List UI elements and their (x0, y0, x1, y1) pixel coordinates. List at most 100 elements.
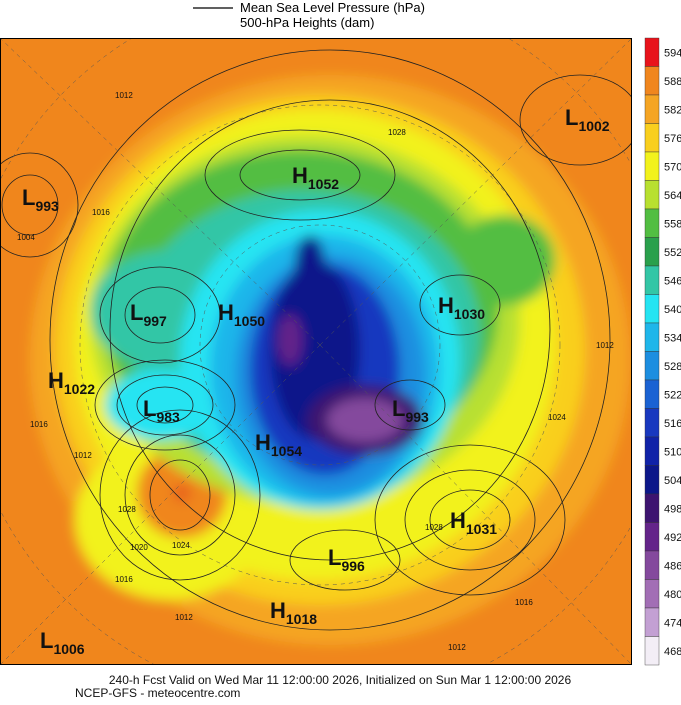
pressure-center: H1031 (450, 508, 497, 537)
colorbar-swatch (644, 550, 660, 580)
colorbar-label: 498 (664, 503, 681, 515)
pressure-center: H1030 (438, 293, 485, 322)
pressure-center: L997 (130, 300, 167, 329)
colorbar-swatch (644, 493, 660, 523)
height-fills (0, 38, 632, 665)
colorbar-swatch (644, 408, 660, 438)
contour-labels: 1012 1016 1004 1016 1012 1028 1020 1024 … (17, 91, 614, 652)
colorbar-swatch (644, 237, 660, 267)
colorbar-label: 582 (664, 104, 681, 116)
colorbar-swatch (644, 436, 660, 466)
colorbar-swatch (644, 636, 660, 666)
center-letter: H (255, 430, 271, 455)
colorbar-swatch (644, 294, 660, 324)
colorbar-label: 594 (664, 47, 681, 59)
pressure-center: L993 (392, 396, 429, 425)
colorbar-label: 486 (664, 560, 681, 572)
colorbar-label: 510 (664, 446, 681, 458)
legend-text: Mean Sea Level Pressure (hPa) (240, 0, 425, 15)
colorbar-swatch (644, 265, 660, 295)
center-pressure: 1052 (308, 176, 339, 192)
center-letter: H (438, 293, 454, 318)
center-pressure: 996 (341, 558, 365, 574)
colorbar-label: 588 (664, 76, 681, 88)
colorbar-swatch (644, 37, 660, 67)
contour-label: 1028 (388, 128, 406, 137)
center-pressure: 983 (156, 409, 180, 425)
center-letter: H (450, 508, 466, 533)
center-letter: L (328, 545, 341, 570)
contour-label: 1016 (515, 598, 533, 607)
isobars (0, 49, 632, 631)
colorbar-label: 558 (664, 218, 681, 230)
center-letter: H (292, 163, 308, 188)
colorbar-label: 480 (664, 589, 681, 601)
center-letter: H (48, 368, 64, 393)
contour-label: 1016 (30, 420, 48, 429)
colorbar-swatch (644, 607, 660, 637)
colorbar-swatch (644, 94, 660, 124)
pressure-center: H1018 (270, 598, 317, 627)
colorbar-label: 534 (664, 332, 681, 344)
pressure-center: H1050 (218, 300, 265, 329)
colorbar-swatch (644, 322, 660, 352)
contour-label: 1028 (425, 523, 443, 532)
center-letter: L (130, 300, 143, 325)
height-fill (105, 370, 215, 440)
pressure-center: H1052 (292, 163, 339, 192)
pressure-center: H1022 (48, 368, 95, 397)
height-fill (278, 315, 302, 365)
contour-label: 1012 (115, 91, 133, 100)
colorbar-swatch (644, 351, 660, 381)
colorbar-label: 516 (664, 418, 681, 430)
contour-label: 1016 (92, 208, 110, 217)
height-fill (295, 235, 325, 295)
contour-label: 1012 (175, 613, 193, 622)
height-fill (173, 484, 191, 502)
colorbar-label: 522 (664, 389, 681, 401)
colorbar-label: 546 (664, 275, 681, 287)
colorbar-swatch (644, 180, 660, 210)
contour-label: 1012 (74, 451, 92, 460)
colorbar-label: 552 (664, 247, 681, 259)
contour-label: 1016 (115, 575, 133, 584)
center-letter: L (565, 105, 578, 130)
colorbar-swatch (644, 579, 660, 609)
contour-label: 1012 (596, 341, 614, 350)
center-letter: H (218, 300, 234, 325)
map-frame (0, 38, 632, 665)
center-letter: L (40, 628, 53, 653)
center-pressure: 993 (405, 409, 429, 425)
pressure-center: H1054 (255, 430, 302, 459)
center-pressure: 1022 (64, 381, 95, 397)
pressure-center: L983 (143, 396, 180, 425)
center-letter: L (392, 396, 405, 421)
pressure-center: L996 (328, 545, 365, 574)
center-pressure: 993 (35, 198, 59, 214)
colorbar-swatch (644, 151, 660, 181)
pressure-center: L1006 (40, 628, 85, 657)
contour-label: 1024 (548, 413, 566, 422)
height-fill (455, 215, 555, 305)
colorbar-swatch (644, 465, 660, 495)
center-letter: L (22, 185, 35, 210)
height-fill (327, 398, 403, 442)
center-pressure: 1018 (286, 611, 317, 627)
footer-text: 240-h Fcst Valid on Wed Mar 11 12:00:00 … (109, 673, 572, 687)
contour-label: 1020 (130, 543, 148, 552)
contour-label: 1024 (172, 541, 190, 550)
footer-text: NCEP-GFS - meteocentre.com (75, 686, 240, 700)
center-pressure: 1054 (271, 443, 302, 459)
center-pressure: 1006 (53, 641, 84, 657)
center-pressure: 997 (143, 313, 167, 329)
center-pressure: 1002 (578, 118, 609, 134)
center-pressure: 1050 (234, 313, 265, 329)
colorbar-swatch (644, 66, 660, 96)
colorbar-label: 540 (664, 304, 681, 316)
center-pressure: 1031 (466, 521, 497, 537)
colorbar-label: 564 (664, 190, 681, 202)
colorbar-swatch (644, 123, 660, 153)
